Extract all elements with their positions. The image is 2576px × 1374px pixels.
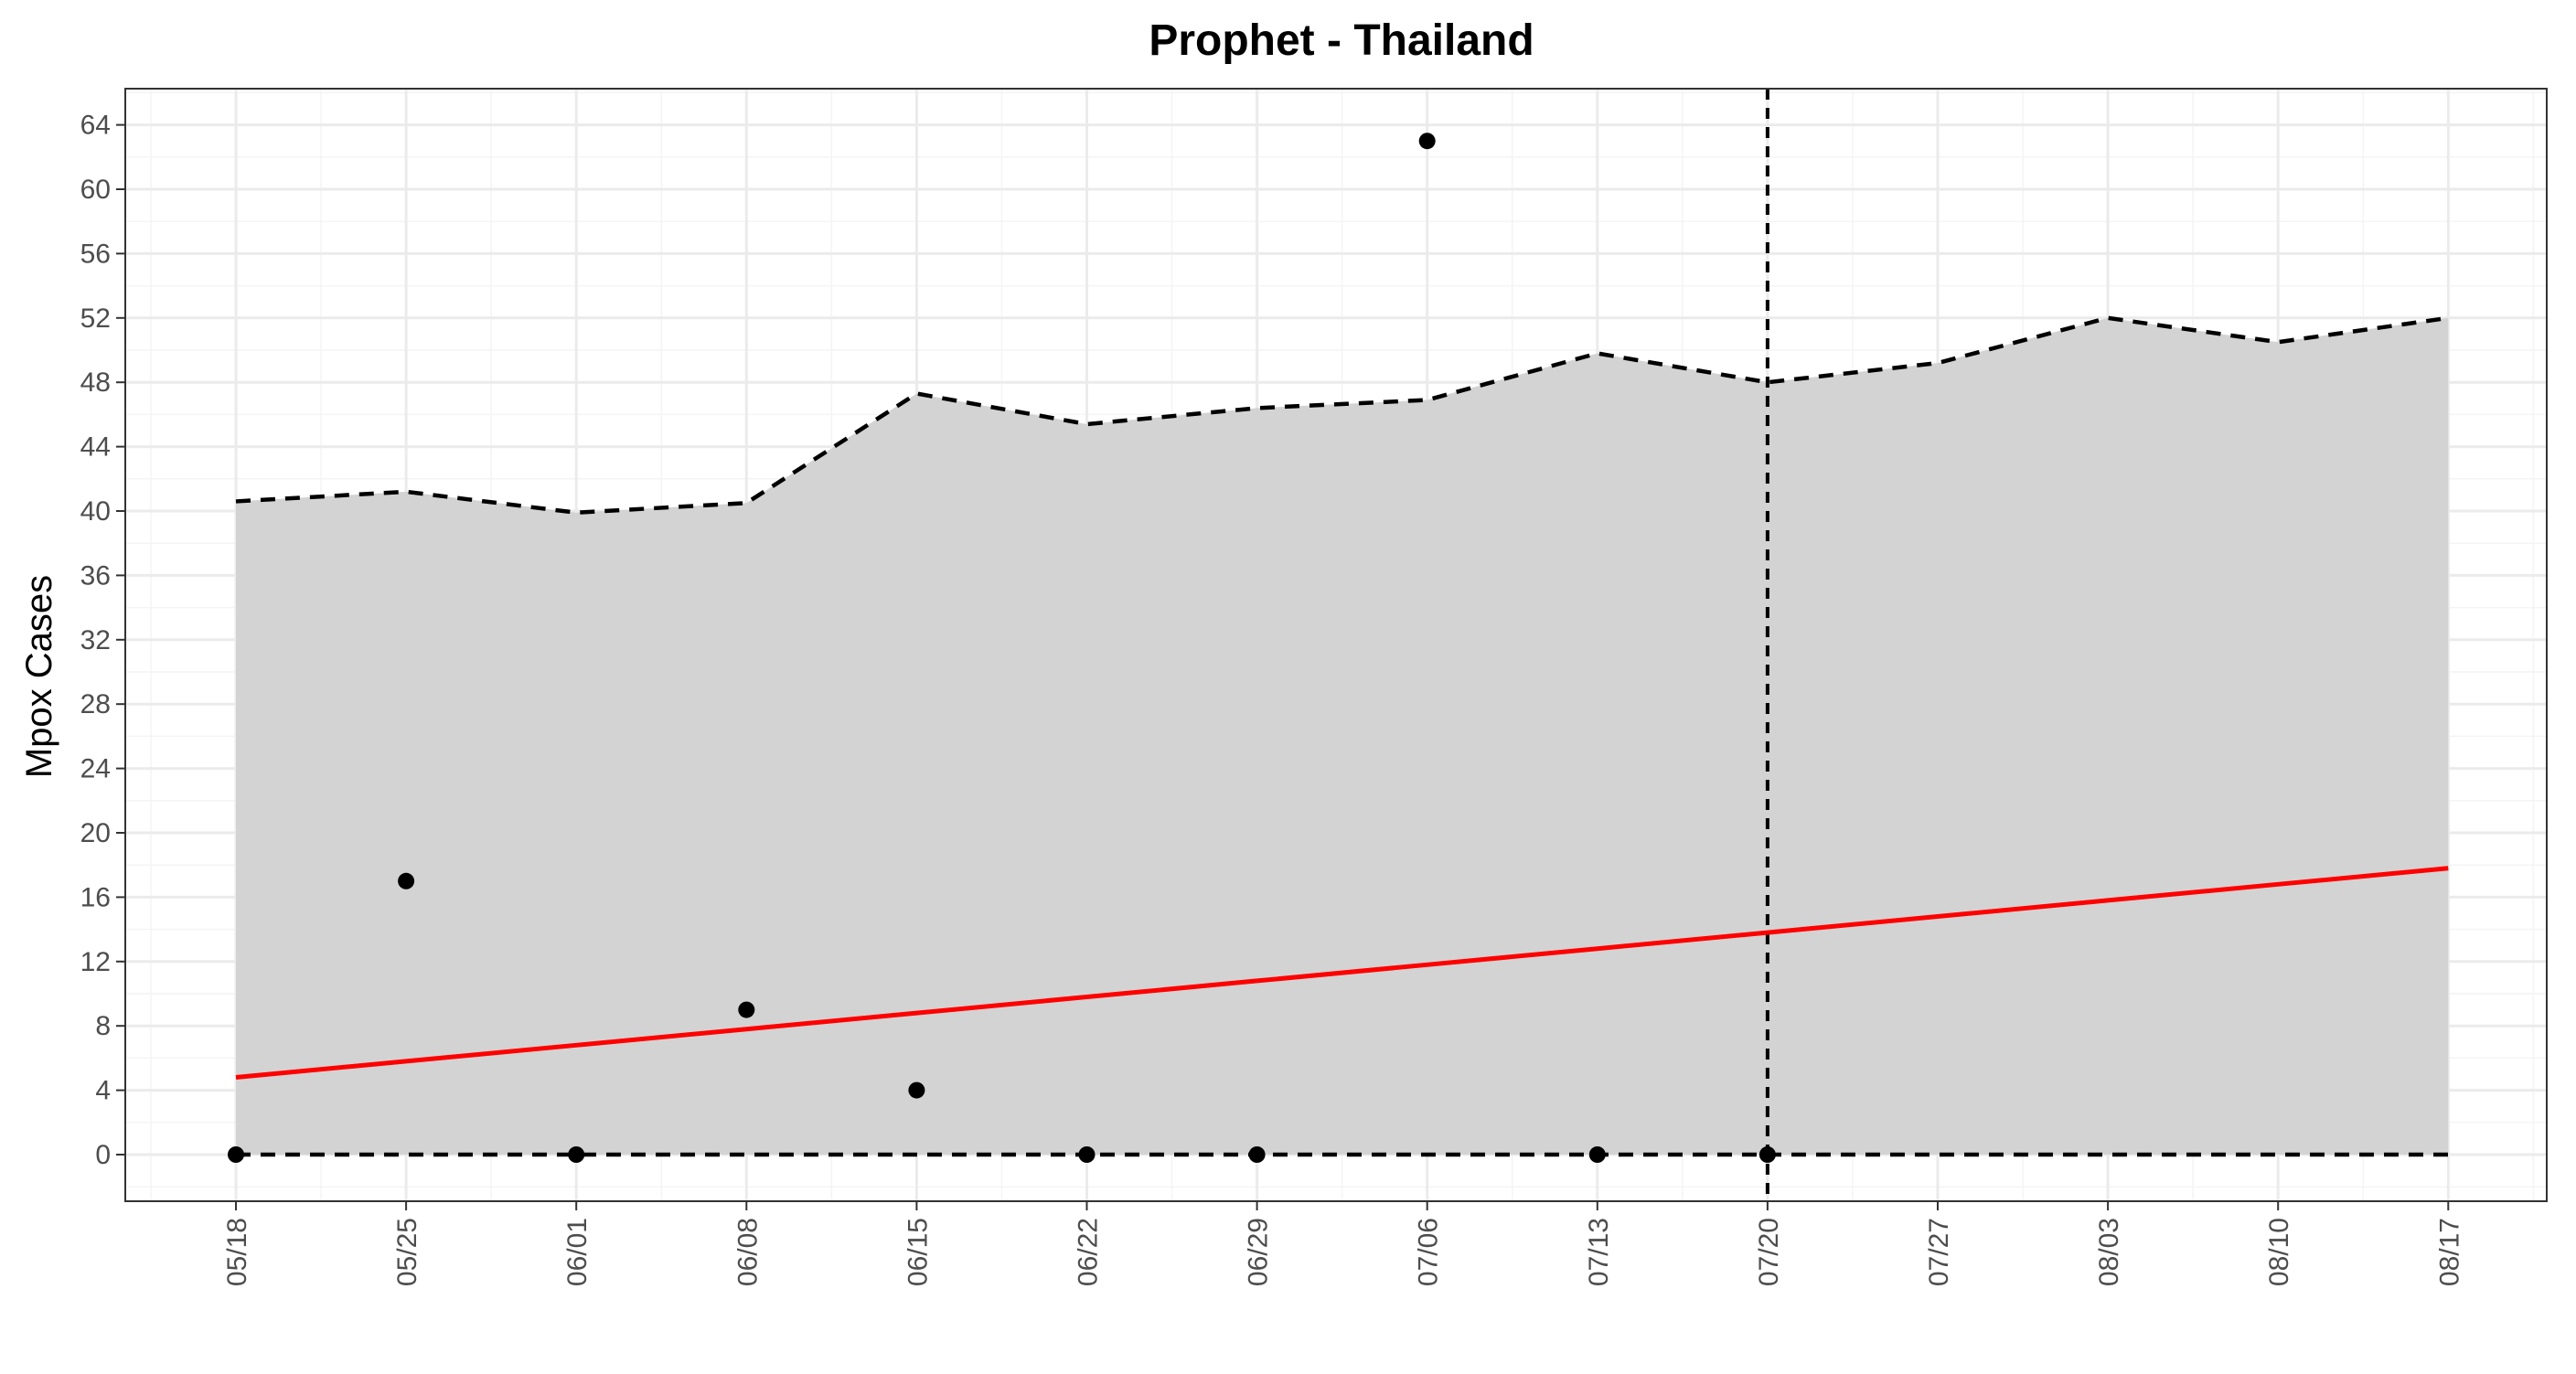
x-tick-label: 08/17 [2434, 1218, 2464, 1286]
x-tick-label: 05/18 [222, 1218, 252, 1286]
observed-points [228, 133, 1776, 1163]
y-tick-label: 48 [80, 367, 111, 398]
interval-area [236, 317, 2449, 1155]
x-axis: 05/18 05/25 06/01 06/08 06/15 06/22 06/29 07/06… [222, 1201, 2464, 1286]
prediction-interval [236, 317, 2449, 1155]
y-tick-label: 24 [80, 754, 111, 784]
x-tick-label: 07/06 [1414, 1218, 1444, 1286]
y-tick-label: 36 [80, 560, 111, 591]
x-tick-label: 07/20 [1754, 1218, 1784, 1286]
panel-border [124, 88, 2548, 1202]
x-tick-label: 08/03 [2094, 1218, 2124, 1286]
observed-point [908, 1081, 925, 1099]
y-tick-label: 64 [80, 111, 111, 141]
y-tick-label: 60 [80, 175, 111, 205]
x-tick-label: 05/25 [392, 1218, 422, 1286]
upper-bound-line [235, 315, 2449, 516]
x-tick-label: 07/13 [1584, 1218, 1614, 1286]
y-tick-label: 8 [95, 1011, 111, 1041]
x-tick-label: 07/27 [1924, 1218, 1954, 1286]
y-tick-label: 12 [80, 947, 111, 977]
y-tick-label: 0 [95, 1140, 111, 1170]
observed-point [398, 872, 415, 889]
y-axis-title: Mpox Cases [19, 575, 59, 778]
x-tick-label: 06/22 [1074, 1218, 1104, 1286]
y-tick-label: 44 [80, 432, 111, 463]
observed-point [568, 1146, 585, 1163]
y-tick-label: 4 [95, 1076, 111, 1106]
observed-point [1588, 1146, 1606, 1163]
y-tick-label: 28 [80, 689, 111, 719]
forecast-series [235, 866, 2449, 1081]
y-tick-label: 40 [80, 496, 111, 527]
x-tick-label: 06/01 [562, 1218, 593, 1286]
observed-point [1248, 1146, 1266, 1163]
x-tick-label: 06/15 [903, 1218, 933, 1286]
y-tick-label: 52 [80, 304, 111, 334]
observed-point [228, 1146, 244, 1163]
y-tick-label: 16 [80, 882, 111, 912]
x-tick-label: 08/10 [2264, 1218, 2294, 1286]
y-tick-label: 20 [80, 818, 111, 848]
y-tick-label: 32 [80, 625, 111, 655]
y-tick-label: 56 [80, 239, 111, 269]
observed-point [1078, 1146, 1096, 1163]
observed-point [1418, 133, 1436, 150]
x-tick-label: 06/29 [1244, 1218, 1274, 1286]
interval-bounds [235, 315, 2449, 1157]
observed-point [738, 1001, 755, 1018]
observed-point [1758, 1146, 1776, 1163]
x-tick-label: 06/08 [732, 1218, 763, 1286]
forecast-line [235, 866, 2449, 1081]
chart-title: Prophet - Thailand [1149, 16, 1534, 65]
